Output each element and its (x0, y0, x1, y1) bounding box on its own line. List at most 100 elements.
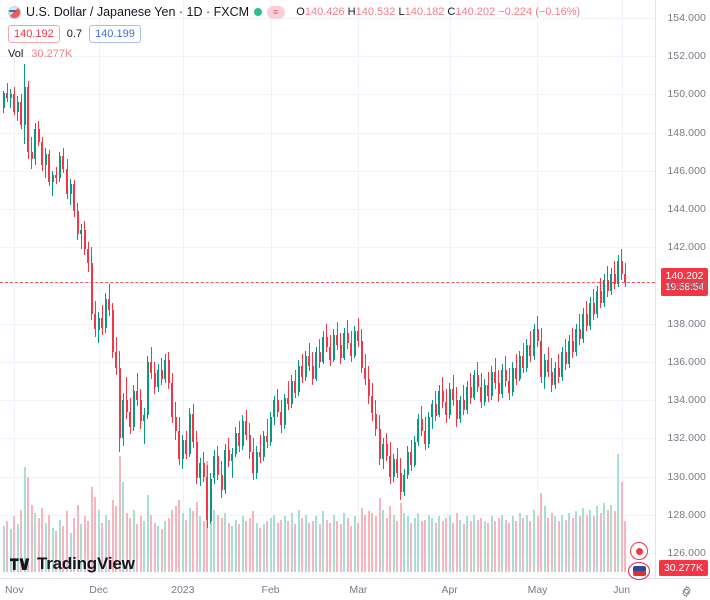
volume-bar (269, 517, 272, 572)
bid-price[interactable]: 140.192 (8, 25, 60, 43)
volume-bar (104, 514, 107, 572)
volume-bar (445, 517, 448, 572)
volume-bar (195, 501, 198, 572)
candle-body (122, 400, 125, 439)
candle-body (188, 413, 191, 454)
legend-title-row: U.S. Dollar / Japanese Yen · 1D · FXCM ≡… (8, 3, 580, 21)
candle-body (350, 342, 353, 357)
gear-icon[interactable] (680, 585, 693, 598)
candle-wick (287, 381, 289, 410)
ask-price[interactable]: 140.199 (89, 25, 141, 43)
candle-body (550, 371, 553, 385)
volume-bar (34, 513, 37, 572)
realtime-badge[interactable]: ≡ (267, 5, 286, 19)
volume-bar (280, 519, 283, 572)
volume-value: 30.277K (31, 48, 73, 60)
candle-wick (259, 434, 261, 464)
candle-body (353, 331, 356, 357)
candle-body (111, 310, 114, 353)
volume-bar (118, 455, 121, 572)
candle-body (571, 340, 574, 353)
economic-event-icon[interactable] (630, 542, 648, 560)
candle-body (322, 337, 325, 362)
price-axis-tick: 146.000 (667, 164, 706, 177)
candle-body (561, 352, 563, 378)
volume-bar (452, 522, 455, 572)
candle-body (269, 417, 272, 443)
volume-bar (122, 481, 125, 572)
time-axis-tick: Mar (349, 584, 368, 596)
volume-bar (6, 521, 9, 572)
us-flag-event-icon[interactable] (628, 562, 650, 580)
time-axis-tick: 2023 (171, 584, 195, 596)
volume-bar (224, 513, 226, 572)
volume-bar (153, 522, 156, 572)
tradingview-logo-text: TradingView (37, 554, 135, 573)
candle-body (399, 472, 402, 492)
candle-body (213, 455, 216, 479)
candle-body (294, 381, 297, 393)
grid-line-horizontal (0, 400, 655, 402)
volume-bar (469, 521, 472, 572)
volume-bar (476, 519, 479, 572)
current-price-line (0, 281, 655, 283)
grid-line-horizontal (0, 132, 655, 134)
volume-bar (392, 514, 395, 572)
candle-body (613, 274, 616, 284)
volume-bar (73, 517, 75, 572)
volume-bar (41, 508, 44, 572)
candle-body (101, 318, 104, 328)
volume-bar (585, 514, 588, 572)
volume-bar (413, 517, 416, 572)
candle-body (543, 360, 546, 378)
volume-bar (9, 529, 12, 572)
candle-body (518, 356, 521, 380)
volume-bar (571, 517, 574, 572)
usdjpy-flag-icon (8, 5, 21, 19)
volume-bar (522, 517, 525, 572)
ohlc-open-value: 140.426 (304, 6, 345, 18)
price-axis-tick: 148.000 (667, 126, 706, 139)
candle-body (610, 274, 613, 292)
candle-body (44, 153, 47, 166)
volume-bar (529, 521, 532, 572)
volume-label[interactable]: Vol (8, 48, 24, 60)
volume-bar (248, 517, 251, 572)
ohlc-change: −0.224 (−0.16%) (498, 6, 581, 18)
candle-body (276, 400, 279, 412)
volume-bar (192, 511, 195, 572)
price-axis[interactable]: 140.202 19:58:54 30.277K 154.000 152.000 1… (655, 0, 710, 578)
candle-body (238, 432, 240, 446)
candle-body (94, 314, 96, 330)
volume-bar (273, 514, 276, 572)
volume-bar (238, 524, 240, 572)
candle-body (195, 442, 198, 479)
price-axis-tick: 134.000 (667, 394, 706, 407)
time-axis[interactable]: Nov Dec 2023 Feb Mar Apr May Jun (0, 578, 710, 600)
time-axis-tick: May (527, 584, 548, 596)
candle-body (357, 331, 360, 341)
candle-wick (52, 170, 54, 196)
volume-bar (213, 509, 216, 572)
volume-bar (364, 514, 367, 572)
candle-body (41, 142, 44, 166)
time-axis-tick: Nov (4, 584, 24, 596)
candle-body (153, 373, 156, 387)
candle-body (332, 335, 335, 360)
candle-body (410, 451, 413, 466)
chart-legend: U.S. Dollar / Japanese Yen · 1D · FXCM ≡… (8, 3, 580, 62)
grid-layer (0, 0, 655, 578)
page-title[interactable]: U.S. Dollar / Japanese Yen · 1D · FXCM (26, 5, 250, 19)
candle-body (90, 262, 93, 315)
grid-line-horizontal (0, 170, 655, 172)
candle-body (346, 333, 349, 343)
candle-body (385, 444, 388, 456)
candle-body (199, 463, 202, 479)
chart-plot-area[interactable] (0, 0, 655, 578)
candle-body (448, 388, 451, 416)
candle-body (413, 442, 416, 466)
volume-bar (525, 514, 528, 572)
candle-body (367, 379, 370, 397)
candle-body (606, 279, 609, 292)
